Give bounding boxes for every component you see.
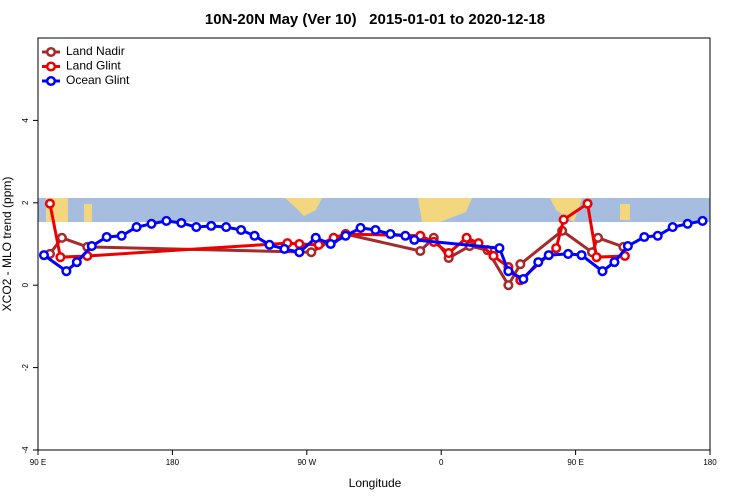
legend-marker bbox=[45, 46, 57, 58]
data-point bbox=[86, 241, 97, 252]
data-point bbox=[461, 232, 472, 243]
x-tick-label: 90 W bbox=[297, 458, 316, 467]
data-point bbox=[409, 234, 420, 245]
x-tick-label: 90 E bbox=[567, 458, 583, 467]
data-point bbox=[518, 273, 529, 285]
data-point bbox=[325, 238, 336, 250]
data-point bbox=[400, 230, 411, 241]
data-point bbox=[443, 248, 454, 259]
data-point bbox=[597, 266, 608, 277]
x-axis-label: Longitude bbox=[349, 476, 402, 490]
x-tick-label: 180 bbox=[703, 458, 717, 467]
data-point bbox=[543, 250, 554, 261]
legend-label: Land Nadir bbox=[66, 44, 125, 58]
data-point bbox=[310, 232, 321, 243]
x-tick-label: 0 bbox=[439, 458, 444, 467]
data-point bbox=[503, 266, 514, 277]
data-point bbox=[488, 250, 499, 261]
data-point bbox=[38, 250, 50, 261]
data-point bbox=[591, 252, 602, 263]
data-point bbox=[191, 222, 202, 233]
data-point bbox=[61, 266, 72, 277]
data-point bbox=[161, 215, 172, 226]
legend-label: Ocean Glint bbox=[66, 73, 130, 87]
data-point bbox=[639, 231, 650, 243]
data-point bbox=[576, 250, 587, 261]
data-point bbox=[385, 229, 396, 240]
data-point bbox=[533, 257, 544, 268]
data-point bbox=[494, 243, 505, 254]
data-point bbox=[622, 241, 633, 252]
data-point bbox=[131, 222, 142, 233]
data-point bbox=[563, 248, 574, 259]
chart-title: 10N-20N May (Ver 10) 2015-01-01 to 2020-… bbox=[205, 11, 545, 28]
data-point bbox=[279, 243, 290, 254]
plot-frame bbox=[37, 37, 711, 451]
data-point bbox=[682, 218, 693, 229]
data-point bbox=[609, 257, 620, 268]
data-point bbox=[306, 247, 317, 258]
data-point bbox=[56, 232, 67, 243]
data-point bbox=[697, 215, 708, 226]
y-tick-label: 0 bbox=[21, 282, 30, 287]
data-point bbox=[55, 252, 66, 263]
data-point bbox=[294, 247, 305, 258]
data-point bbox=[515, 259, 526, 270]
data-point bbox=[551, 243, 562, 254]
data-point bbox=[294, 238, 305, 250]
data-point bbox=[264, 239, 275, 250]
data-point bbox=[44, 198, 55, 209]
data-point bbox=[340, 230, 351, 241]
y-tick-label: -4 bbox=[21, 446, 30, 454]
y-tick-label: 4 bbox=[21, 118, 30, 123]
y-tick-label: 2 bbox=[21, 200, 30, 205]
legend-marker bbox=[45, 61, 57, 72]
data-point bbox=[592, 232, 604, 243]
x-tick-label: 90 E bbox=[30, 458, 46, 467]
data-point bbox=[558, 214, 569, 225]
legend-label: Land Glint bbox=[66, 59, 121, 73]
data-point bbox=[146, 218, 157, 229]
data-point bbox=[116, 230, 127, 241]
data-point bbox=[667, 222, 678, 233]
data-point bbox=[176, 217, 187, 229]
y-axis-label: XCO2 - MLO trend (ppm) bbox=[0, 177, 14, 312]
data-point bbox=[355, 222, 366, 233]
map-strip bbox=[38, 198, 710, 222]
data-point bbox=[236, 224, 247, 236]
data-point bbox=[652, 230, 663, 241]
data-point bbox=[370, 224, 381, 236]
data-point bbox=[206, 220, 217, 231]
data-point bbox=[221, 222, 232, 233]
x-tick-label: 180 bbox=[166, 458, 180, 467]
y-tick-label: -2 bbox=[21, 363, 30, 371]
legend-marker bbox=[45, 75, 57, 87]
data-point bbox=[415, 245, 426, 257]
data-point bbox=[503, 280, 514, 291]
data-point bbox=[582, 198, 593, 209]
data-point bbox=[249, 230, 260, 241]
data-point bbox=[101, 231, 112, 243]
data-point bbox=[71, 257, 82, 268]
